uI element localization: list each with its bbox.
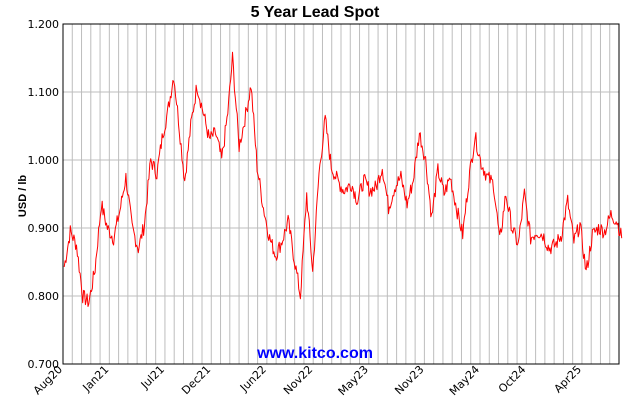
plot-frame bbox=[62, 23, 620, 365]
y-tick-label: 1.200 bbox=[28, 18, 60, 31]
y-axis-label: USD / lb bbox=[17, 175, 29, 217]
y-tick-label: 1.100 bbox=[28, 86, 60, 99]
x-tick-label: May24 bbox=[447, 363, 482, 398]
x-tick-label: Jul21 bbox=[138, 363, 167, 392]
y-tick-label: 0.900 bbox=[28, 222, 60, 235]
watermark-text: www.kitco.com bbox=[256, 345, 373, 362]
y-tick-label: 0.800 bbox=[28, 290, 60, 303]
x-tick-label: Dec21 bbox=[179, 363, 213, 397]
x-tick-label: May23 bbox=[336, 363, 371, 398]
x-tick-label: Nov22 bbox=[281, 363, 315, 397]
price-series-line bbox=[63, 51, 623, 307]
y-tick-label: 0.700 bbox=[28, 358, 60, 371]
x-tick-label: Nov23 bbox=[392, 363, 426, 397]
chart-title: 5 Year Lead Spot bbox=[251, 4, 380, 21]
y-tick-label: 1.000 bbox=[28, 154, 60, 167]
x-tick-label: Oct24 bbox=[496, 363, 529, 396]
x-tick-label: Apr25 bbox=[552, 363, 585, 396]
x-tick-label: Jun22 bbox=[237, 363, 269, 395]
x-tick-label: Jan21 bbox=[80, 363, 112, 395]
